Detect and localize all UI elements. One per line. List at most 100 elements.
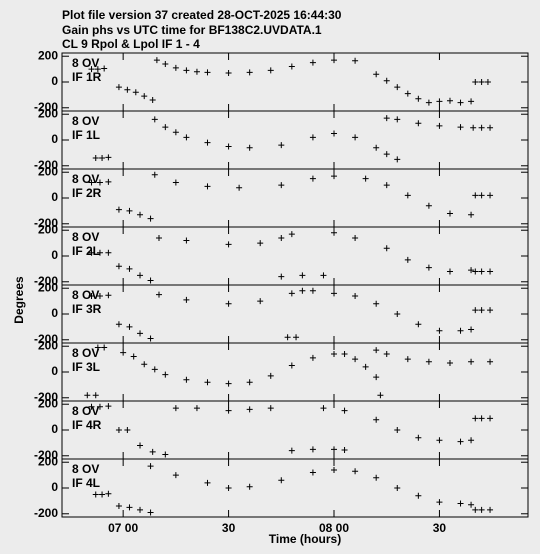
- data-point: [394, 156, 401, 163]
- data-point: [225, 241, 232, 248]
- data-point: [362, 175, 369, 182]
- y-tick-label: 200: [38, 280, 58, 294]
- panel-label: IF 1L: [72, 128, 100, 142]
- data-point: [331, 466, 338, 473]
- y-axis-label: Degrees: [12, 276, 26, 324]
- data-point: [394, 427, 401, 433]
- data-point: [278, 182, 285, 189]
- data-point: [436, 122, 443, 129]
- data-point: [105, 403, 112, 410]
- data-point: [151, 171, 158, 178]
- data-point: [373, 416, 380, 423]
- data-point: [373, 474, 380, 481]
- data-point: [457, 124, 464, 131]
- data-point: [151, 366, 158, 373]
- data-point: [147, 463, 154, 470]
- data-point: [84, 392, 91, 399]
- data-point: [193, 68, 200, 75]
- data-point: [487, 506, 494, 513]
- data-point: [141, 93, 148, 100]
- data-point: [468, 437, 475, 444]
- data-point: [183, 67, 190, 74]
- data-point: [341, 446, 348, 453]
- y-tick-label: 200: [38, 222, 58, 236]
- data-point: [331, 446, 338, 453]
- data-point: [383, 245, 390, 252]
- data-point: [341, 350, 348, 357]
- data-point: [147, 509, 154, 516]
- title-line: Plot file version 37 created 28-OCT-2025…: [62, 8, 342, 22]
- data-point: [288, 63, 295, 70]
- data-point: [137, 211, 144, 218]
- panel-label: 8 OV: [72, 346, 99, 360]
- data-point: [436, 437, 443, 444]
- data-point: [415, 492, 422, 499]
- panel-label: 8 OV: [72, 462, 99, 476]
- data-point: [278, 273, 285, 280]
- data-point: [383, 350, 390, 357]
- data-point: [468, 358, 475, 365]
- data-point: [284, 334, 291, 341]
- data-point: [183, 134, 190, 141]
- data-point: [472, 192, 479, 199]
- data-point: [267, 405, 274, 412]
- y-tick-label: 0: [51, 190, 58, 204]
- data-point: [105, 154, 112, 161]
- data-point: [225, 143, 232, 150]
- data-point: [373, 347, 380, 354]
- data-point: [88, 249, 95, 256]
- data-point: [137, 442, 144, 449]
- data-point: [115, 263, 122, 270]
- data-point: [151, 116, 158, 123]
- data-point: [436, 327, 443, 334]
- data-point: [278, 477, 285, 484]
- data-point: [394, 84, 401, 91]
- data-point: [204, 139, 211, 146]
- data-point: [288, 290, 295, 297]
- panel-label: IF 2R: [72, 186, 102, 200]
- data-point: [288, 231, 295, 238]
- data-point: [478, 268, 485, 275]
- data-point: [126, 323, 133, 330]
- data-point: [172, 64, 179, 71]
- data-point: [149, 448, 156, 455]
- data-point: [394, 116, 401, 123]
- data-point: [162, 371, 169, 378]
- data-point: [415, 120, 422, 127]
- data-point: [457, 99, 464, 106]
- y-tick-label: -200: [34, 332, 58, 346]
- data-point: [293, 334, 300, 341]
- data-point: [225, 380, 232, 387]
- data-point: [394, 311, 401, 317]
- panel-label: IF 2L: [72, 244, 100, 258]
- data-point: [126, 265, 133, 272]
- data-point: [124, 86, 131, 93]
- data-point: [115, 503, 122, 510]
- data-point: [172, 472, 179, 479]
- data-point: [96, 249, 103, 256]
- data-point: [425, 99, 432, 106]
- data-point: [155, 291, 162, 298]
- data-point: [309, 354, 316, 361]
- y-tick-label: 0: [51, 132, 58, 146]
- data-point: [472, 268, 479, 275]
- data-point: [147, 335, 154, 342]
- data-point: [96, 179, 103, 186]
- data-point: [105, 249, 112, 256]
- data-point: [183, 237, 190, 244]
- data-point: [320, 405, 327, 412]
- data-point: [484, 79, 491, 85]
- data-point: [404, 90, 411, 97]
- data-point: [341, 407, 348, 414]
- y-tick-label: 200: [38, 48, 58, 62]
- panel-frame: [61, 284, 529, 344]
- data-point: [331, 130, 338, 137]
- x-tick-label: 30: [433, 521, 447, 535]
- data-point: [225, 407, 232, 414]
- data-point: [425, 264, 432, 271]
- y-tick-label: 200: [38, 106, 58, 120]
- data-point: [446, 210, 453, 217]
- data-point: [352, 57, 359, 64]
- data-point: [472, 307, 479, 314]
- data-point: [172, 129, 179, 136]
